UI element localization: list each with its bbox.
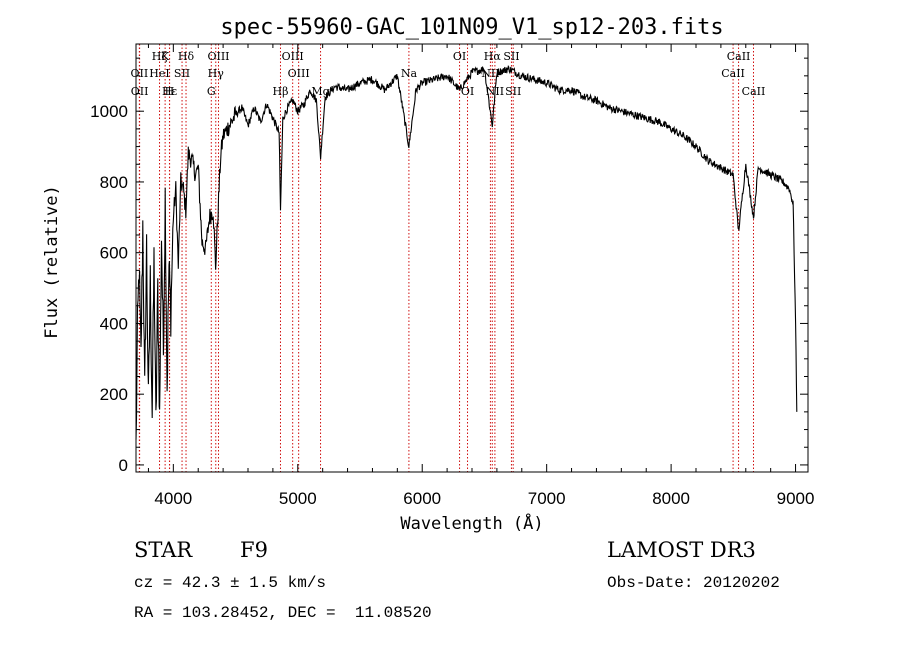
line-label-12: OIII <box>282 50 304 63</box>
obs-date-text: Obs-Date: 20120202 <box>607 574 780 592</box>
redshift-text: cz = 42.3 ± 1.5 km/s <box>134 574 327 592</box>
x-tick-label: 5000 <box>279 489 317 508</box>
line-label-2: OII <box>131 85 149 98</box>
line-label-24: CaII <box>727 50 751 63</box>
line-label-17: OI <box>453 50 466 63</box>
line-label-6: H <box>165 85 175 98</box>
x-tick-label: 6000 <box>403 489 441 508</box>
chart-title: spec-55960-GAC_101N09_V1_sp12-203.fits <box>220 15 723 40</box>
line-label-10: Hγ <box>208 67 225 80</box>
y-tick-label: 0 <box>119 456 128 475</box>
line-label-18: OI <box>461 85 474 98</box>
y-axis: 0 200 400 600 800 1000 <box>90 57 808 475</box>
line-label-11: G <box>207 85 216 98</box>
x-tick-label: 4000 <box>154 489 192 508</box>
y-tick-label: 200 <box>100 385 128 404</box>
line-label-8: SII <box>174 67 190 80</box>
y-tick-label: 1000 <box>90 102 128 121</box>
line-label-19: Hα <box>484 50 502 63</box>
line-label-16: Na <box>401 67 418 80</box>
line-label-3: Hε <box>162 85 178 98</box>
x-axis: 4000 5000 6000 7000 8000 9000 <box>147 44 815 508</box>
x-axis-label: Wavelength (Å) <box>400 512 543 534</box>
survey-name: LAMOST DR3 <box>607 538 756 562</box>
object-subclass: F9 <box>240 538 268 562</box>
line-label-13: OIII <box>288 67 310 80</box>
y-tick-label: 600 <box>100 244 128 263</box>
object-class: STAR <box>134 538 193 562</box>
line-label-7: Hδ <box>178 50 195 63</box>
x-tick-label: 7000 <box>528 489 566 508</box>
line-label-23: SII <box>505 85 521 98</box>
spectrum-line <box>135 65 798 440</box>
line-label-9: OIII <box>207 50 229 63</box>
line-label-15: Mg <box>311 85 329 98</box>
line-label-25: CaII <box>721 67 745 80</box>
y-tick-label: 800 <box>100 173 128 192</box>
line-label-5: HeI <box>149 67 169 80</box>
plot-frame <box>135 43 809 473</box>
line-label-0: Hζ <box>152 50 168 63</box>
line-label-4: K <box>161 50 170 63</box>
x-tick-label: 9000 <box>777 489 815 508</box>
line-label-26: CaII <box>742 85 766 98</box>
line-label-22: SII <box>503 50 519 63</box>
y-axis-label: Flux (relative) <box>42 185 62 339</box>
y-tick-label: 400 <box>100 314 128 333</box>
x-tick-label: 8000 <box>652 489 690 508</box>
spectral-line-markers <box>138 44 754 472</box>
line-label-14: Hβ <box>273 85 289 98</box>
coordinates-text: RA = 103.28452, DEC = 11.08520 <box>134 604 432 622</box>
line-label-1: OII <box>131 67 149 80</box>
